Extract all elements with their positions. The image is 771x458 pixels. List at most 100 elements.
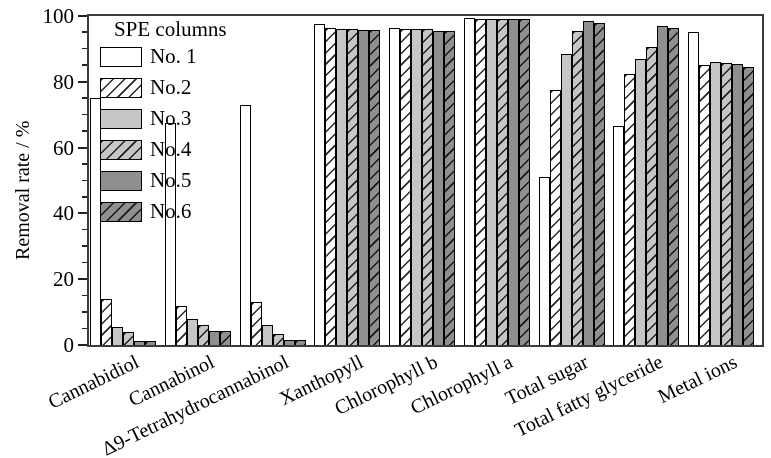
bar xyxy=(560,53,572,345)
bar xyxy=(389,27,401,345)
bar xyxy=(743,67,755,345)
y-axis-tick xyxy=(82,245,87,247)
y-axis-tick xyxy=(82,261,87,264)
bar xyxy=(197,325,209,345)
bar-group xyxy=(239,16,306,345)
bar xyxy=(444,30,456,345)
bar xyxy=(208,330,220,345)
category-label: Metal ions xyxy=(654,351,741,409)
bar xyxy=(411,29,423,345)
bar xyxy=(538,177,550,345)
bar xyxy=(518,19,530,345)
bar xyxy=(710,62,722,345)
y-axis-tick xyxy=(82,130,87,132)
legend-item: No.6 xyxy=(100,199,227,223)
y-axis-tick xyxy=(78,344,87,346)
bar xyxy=(369,29,381,345)
bar-group xyxy=(613,16,680,345)
legend-item-label: No.2 xyxy=(150,75,192,99)
y-tick-label: 0 xyxy=(63,333,75,357)
bar-group xyxy=(90,16,156,345)
bar-group xyxy=(688,16,755,345)
y-axis-tick xyxy=(82,64,87,66)
bar xyxy=(549,90,561,345)
legend-item-label: No.3 xyxy=(150,106,192,130)
bar xyxy=(463,17,475,345)
bar xyxy=(112,326,123,345)
y-axis-tick xyxy=(78,278,87,281)
bar xyxy=(272,334,284,345)
plot-area xyxy=(87,14,764,347)
y-axis-tick xyxy=(82,294,87,297)
bar xyxy=(485,19,497,345)
bar xyxy=(186,318,198,345)
bar xyxy=(400,29,412,345)
y-axis-tick xyxy=(82,195,87,198)
bar xyxy=(507,19,519,345)
y-axis-tick xyxy=(82,31,87,34)
legend-item: No. 1 xyxy=(100,44,227,68)
bar xyxy=(145,340,156,345)
y-axis-tick xyxy=(82,163,87,165)
y-tick-label: 60 xyxy=(53,135,74,160)
legend-items: No. 1 No.2 No.3 No.4 No.5 No.6 xyxy=(100,44,227,223)
bar xyxy=(699,65,711,345)
bar xyxy=(239,104,251,345)
legend-item: No.3 xyxy=(100,106,227,130)
legend-item: No.2 xyxy=(100,75,227,99)
bar-group xyxy=(164,16,231,345)
legend-item: No.5 xyxy=(100,168,227,192)
legend-title: SPE columns xyxy=(114,17,227,41)
legend-swatch xyxy=(100,139,142,160)
bar xyxy=(336,29,348,345)
bar xyxy=(657,25,669,345)
legend: SPE columns No. 1 No.2 No.3 No.4 No.5 No.6 xyxy=(100,16,227,232)
bar xyxy=(175,305,187,345)
bar xyxy=(314,24,326,345)
bar xyxy=(571,30,583,345)
bar xyxy=(474,19,486,345)
y-tick-label: 40 xyxy=(53,201,74,226)
bar xyxy=(250,302,262,345)
bar xyxy=(219,330,231,345)
y-axis-tick xyxy=(78,146,87,149)
legend-swatch xyxy=(100,77,142,98)
legend-swatch xyxy=(100,46,142,67)
y-axis-tick xyxy=(78,212,87,215)
y-tick-label: 100 xyxy=(42,4,75,28)
y-axis-tick xyxy=(82,327,87,330)
bar-group xyxy=(389,16,456,345)
legend-item-label: No.5 xyxy=(150,168,192,192)
bar xyxy=(496,19,508,345)
bar xyxy=(593,22,605,345)
y-axis-tick xyxy=(82,179,87,182)
y-axis-tick xyxy=(82,311,87,313)
legend-item-label: No.4 xyxy=(150,137,192,161)
legend-item: No.4 xyxy=(100,137,227,161)
bar xyxy=(624,73,636,345)
bar xyxy=(101,298,112,345)
bar xyxy=(613,126,625,345)
bar xyxy=(646,47,658,345)
bar xyxy=(732,64,744,345)
bar xyxy=(422,29,434,345)
bar xyxy=(433,30,445,345)
legend-swatch xyxy=(100,170,142,191)
y-axis-tick xyxy=(82,113,87,116)
bar-group xyxy=(314,16,381,345)
bar xyxy=(668,27,680,345)
category-label: Cannabidiol xyxy=(45,351,143,414)
y-tick-label: 80 xyxy=(53,69,74,94)
bar xyxy=(164,122,176,345)
y-axis-tick xyxy=(82,47,87,50)
bar-group xyxy=(538,16,605,345)
bar xyxy=(688,32,700,345)
y-axis-tick xyxy=(78,15,87,17)
bar xyxy=(123,331,134,345)
bar xyxy=(134,340,145,345)
bar xyxy=(721,62,733,345)
y-axis-tick xyxy=(82,97,87,99)
bar xyxy=(347,29,359,345)
legend-item-label: No.6 xyxy=(150,199,192,223)
